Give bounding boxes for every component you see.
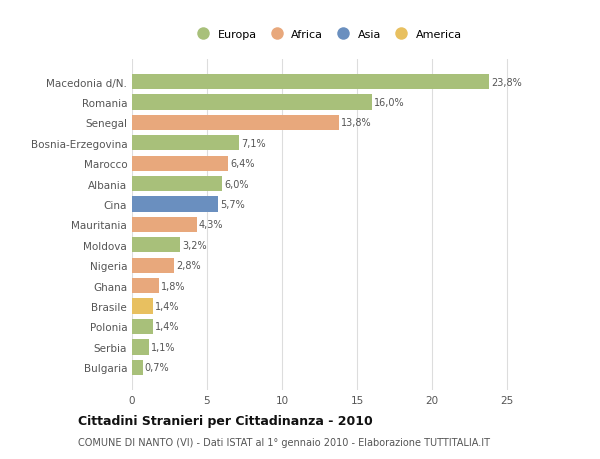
Text: COMUNE DI NANTO (VI) - Dati ISTAT al 1° gennaio 2010 - Elaborazione TUTTITALIA.I: COMUNE DI NANTO (VI) - Dati ISTAT al 1° … bbox=[78, 437, 490, 447]
Text: 7,1%: 7,1% bbox=[241, 139, 265, 148]
Bar bbox=[132, 340, 149, 355]
Bar bbox=[132, 278, 159, 294]
Bar bbox=[132, 319, 153, 335]
Bar bbox=[132, 299, 153, 314]
Text: 3,2%: 3,2% bbox=[182, 241, 207, 250]
Bar bbox=[132, 177, 222, 192]
Bar bbox=[132, 238, 180, 253]
Text: 6,0%: 6,0% bbox=[224, 179, 249, 189]
Text: 1,4%: 1,4% bbox=[155, 302, 180, 311]
Text: 16,0%: 16,0% bbox=[374, 98, 405, 108]
Text: 1,4%: 1,4% bbox=[155, 322, 180, 332]
Text: 4,3%: 4,3% bbox=[199, 220, 223, 230]
Text: 13,8%: 13,8% bbox=[341, 118, 372, 128]
Text: 1,1%: 1,1% bbox=[151, 342, 175, 352]
Text: 2,8%: 2,8% bbox=[176, 261, 201, 271]
Bar bbox=[132, 360, 143, 375]
Text: 1,8%: 1,8% bbox=[161, 281, 186, 291]
Text: 5,7%: 5,7% bbox=[220, 200, 245, 209]
Bar bbox=[132, 217, 197, 233]
Bar bbox=[132, 75, 489, 90]
Legend: Europa, Africa, Asia, America: Europa, Africa, Asia, America bbox=[188, 26, 466, 45]
Text: 0,7%: 0,7% bbox=[145, 363, 169, 373]
Bar bbox=[132, 136, 239, 151]
Bar bbox=[132, 197, 218, 212]
Text: Cittadini Stranieri per Cittadinanza - 2010: Cittadini Stranieri per Cittadinanza - 2… bbox=[78, 414, 373, 428]
Text: 23,8%: 23,8% bbox=[491, 77, 522, 87]
Bar bbox=[132, 115, 339, 131]
Text: 6,4%: 6,4% bbox=[230, 159, 255, 169]
Bar bbox=[132, 95, 372, 110]
Bar bbox=[132, 156, 228, 172]
Bar bbox=[132, 258, 174, 273]
